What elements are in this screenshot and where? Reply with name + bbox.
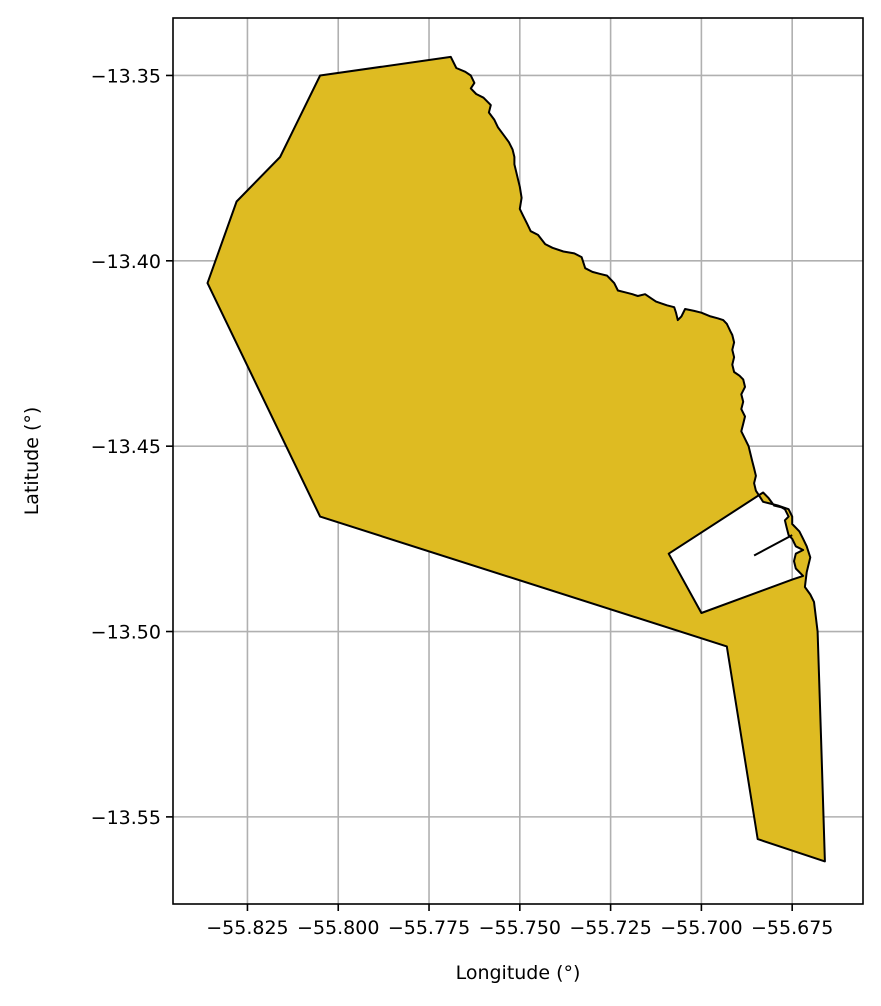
x-tick-label: −55.750: [479, 917, 561, 939]
x-tick-label: −55.825: [206, 917, 288, 939]
x-axis-title: Longitude (°): [456, 962, 581, 984]
y-tick-label: −13.45: [91, 436, 161, 458]
x-tick-label: −55.800: [297, 917, 379, 939]
y-tick-label: −13.35: [91, 65, 161, 87]
x-tick-label: −55.725: [569, 917, 651, 939]
x-tick-label: −55.675: [751, 917, 833, 939]
x-tick-label: −55.700: [660, 917, 742, 939]
y-tick-label: −13.55: [91, 807, 161, 829]
y-axis-title: Latitude (°): [21, 407, 43, 516]
y-tick-label: −13.40: [91, 251, 161, 273]
y-tick-label: −13.50: [91, 622, 161, 644]
x-tick-label: −55.775: [388, 917, 470, 939]
